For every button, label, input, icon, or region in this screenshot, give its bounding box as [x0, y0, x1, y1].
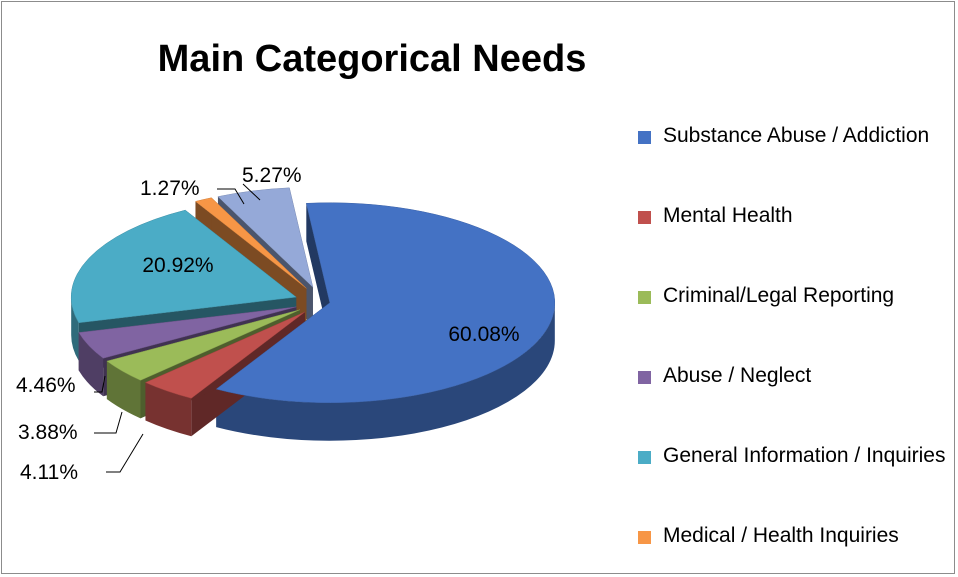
legend-label: Mental Health	[663, 204, 793, 227]
pie-slice	[78, 306, 297, 359]
pie-slice-edge	[78, 332, 104, 397]
pie-slice	[144, 311, 306, 399]
data-label: 4.46%	[16, 374, 76, 397]
pie-slice	[70, 209, 297, 324]
pie-slice	[106, 309, 301, 381]
leader-line	[106, 433, 144, 473]
pie-slice-edge	[145, 382, 192, 437]
data-label: 4.11%	[20, 461, 78, 484]
legend-swatch	[638, 371, 651, 384]
pie-slice-wall	[106, 309, 300, 400]
pie-top-layer	[70, 187, 556, 403]
legend-swatch	[638, 211, 651, 224]
pie-chart: 60.08% 4.11% 3.88% 4.46% 20.92% 1.27% 5.27%	[16, 164, 556, 484]
legend-label: Substance Abuse / Addiction	[663, 124, 930, 147]
legend-swatch	[638, 131, 651, 144]
legend-label: Medical / Health Inquiries	[663, 524, 899, 547]
legend-label: Abuse / Neglect	[663, 364, 812, 387]
pie-slice-edge	[71, 297, 79, 361]
data-label: 20.92%	[142, 254, 213, 277]
legend-swatch	[638, 531, 651, 544]
pie-slice	[194, 197, 307, 289]
data-label: 60.08%	[448, 323, 519, 346]
data-labels: 60.08% 4.11% 3.88% 4.46% 20.92% 1.27% 5.27%	[16, 164, 520, 484]
leader-line	[217, 188, 245, 205]
pie-slice	[215, 202, 556, 403]
legend-swatch	[638, 291, 651, 304]
legend-label: Criminal/Legal Reporting	[663, 284, 895, 307]
leader-line	[242, 183, 261, 201]
data-label: 3.88%	[18, 421, 78, 444]
pie-slice-edge	[216, 302, 555, 441]
chart-title: Main Categorical Needs	[157, 38, 587, 80]
legend-swatch	[638, 451, 651, 464]
pie-slice-wall	[306, 203, 330, 341]
leader-line	[94, 375, 106, 393]
pie-slice	[217, 187, 314, 289]
leader-line	[94, 411, 123, 434]
data-label: 1.27%	[140, 177, 200, 200]
pie-slice-edge	[106, 361, 141, 419]
data-label: 5.27%	[242, 164, 302, 187]
legend-label: General Information / Inquiries	[663, 444, 946, 467]
